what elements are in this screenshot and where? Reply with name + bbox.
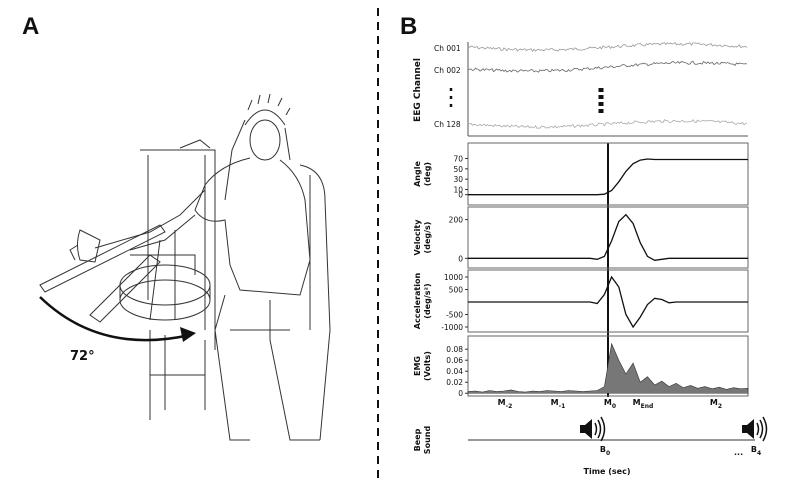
- y-tick-label: 0: [458, 254, 463, 263]
- marker-label-base: M: [633, 398, 641, 407]
- marker-label-sub: 2: [718, 403, 722, 410]
- eeg-trace: [467, 60, 748, 73]
- eeg-trace: [467, 119, 748, 129]
- speaker-icon: [742, 416, 768, 442]
- marker-label-base: M: [710, 398, 718, 407]
- y-axis-label: (deg): [423, 162, 432, 186]
- y-axis-label: EMG: [413, 356, 422, 376]
- beep-label-sub: 4: [757, 450, 761, 457]
- y-tick-label: 10: [453, 186, 463, 195]
- setup-drawing: [39, 93, 331, 441]
- eeg-panel: EEG Channel Ch 001 Ch 002 Ch 128: [413, 42, 748, 137]
- channel-label: Ch 002: [434, 66, 461, 75]
- marker-label-sub: 0: [612, 403, 616, 410]
- marker-label: M0: [604, 398, 616, 410]
- y-axis-label: Velocity: [413, 219, 422, 256]
- y-axis-label: Beep: [413, 428, 422, 451]
- y-tick-label: 50: [453, 165, 463, 174]
- channel-label: Ch 128: [434, 120, 461, 129]
- y-tick-label: 0.04: [446, 367, 463, 376]
- marker-label: M2: [710, 398, 722, 410]
- marker-label-sub: -1: [559, 403, 566, 410]
- speaker-icon: [580, 416, 606, 442]
- y-axis-label: Sound: [423, 426, 432, 455]
- y-axis-label: (deg/s): [423, 222, 432, 254]
- y-tick-label: 70: [453, 155, 463, 164]
- y-axis-label: EEG Channel: [413, 58, 423, 122]
- panel-label: A: [22, 13, 39, 40]
- y-tick-label: 500: [449, 286, 464, 295]
- beep-label-base: B: [600, 445, 606, 454]
- y-tick-label: 0.08: [446, 345, 463, 354]
- line: [468, 213, 748, 261]
- panel-label: B: [400, 13, 417, 40]
- y-tick-label: 0.06: [446, 356, 463, 365]
- y-tick-label: 0: [458, 191, 463, 200]
- marker-label: M-2: [498, 398, 513, 410]
- y-axis-label: (Volts): [423, 351, 432, 381]
- angle-annotation: 72°: [70, 349, 95, 364]
- y-axis-label: Acceleration: [413, 273, 422, 330]
- beep-label-sub: 0: [606, 450, 610, 457]
- marker-label-base: M: [551, 398, 559, 407]
- beep-label-base: B: [751, 445, 757, 454]
- plot-frame: [467, 269, 749, 333]
- line: [468, 158, 748, 196]
- y-tick-label: -1000: [441, 323, 463, 332]
- marker-label-sub: End: [641, 403, 654, 410]
- plot-frame: [467, 206, 749, 269]
- marker-label-base: M: [498, 398, 506, 407]
- line: [468, 275, 748, 329]
- plot-frame: [467, 335, 749, 397]
- marker-label: M-1: [551, 398, 566, 410]
- area: [467, 342, 749, 394]
- ellipsis: ...: [734, 448, 743, 457]
- plot-frame: [467, 142, 749, 206]
- marker-label-base: M: [604, 398, 612, 407]
- y-axis-label: Angle: [413, 161, 422, 187]
- y-tick-label: 0.02: [446, 378, 463, 387]
- beep-label: B0: [600, 445, 610, 457]
- eeg-trace: [467, 41, 748, 53]
- y-tick-label: 1000: [444, 273, 463, 282]
- x-axis-label: Time (sec): [584, 467, 631, 476]
- y-tick-label: 30: [453, 175, 463, 184]
- marker-label: MEnd: [633, 398, 654, 410]
- beep-label: B4: [751, 445, 761, 457]
- y-axis-label: (deg/s²): [423, 283, 432, 318]
- channel-label: Ch 001: [434, 44, 461, 53]
- y-tick-label: 200: [449, 216, 464, 225]
- marker-label-sub: -2: [506, 403, 513, 410]
- y-tick-label: -500: [446, 311, 463, 320]
- y-tick-label: 0: [458, 389, 463, 398]
